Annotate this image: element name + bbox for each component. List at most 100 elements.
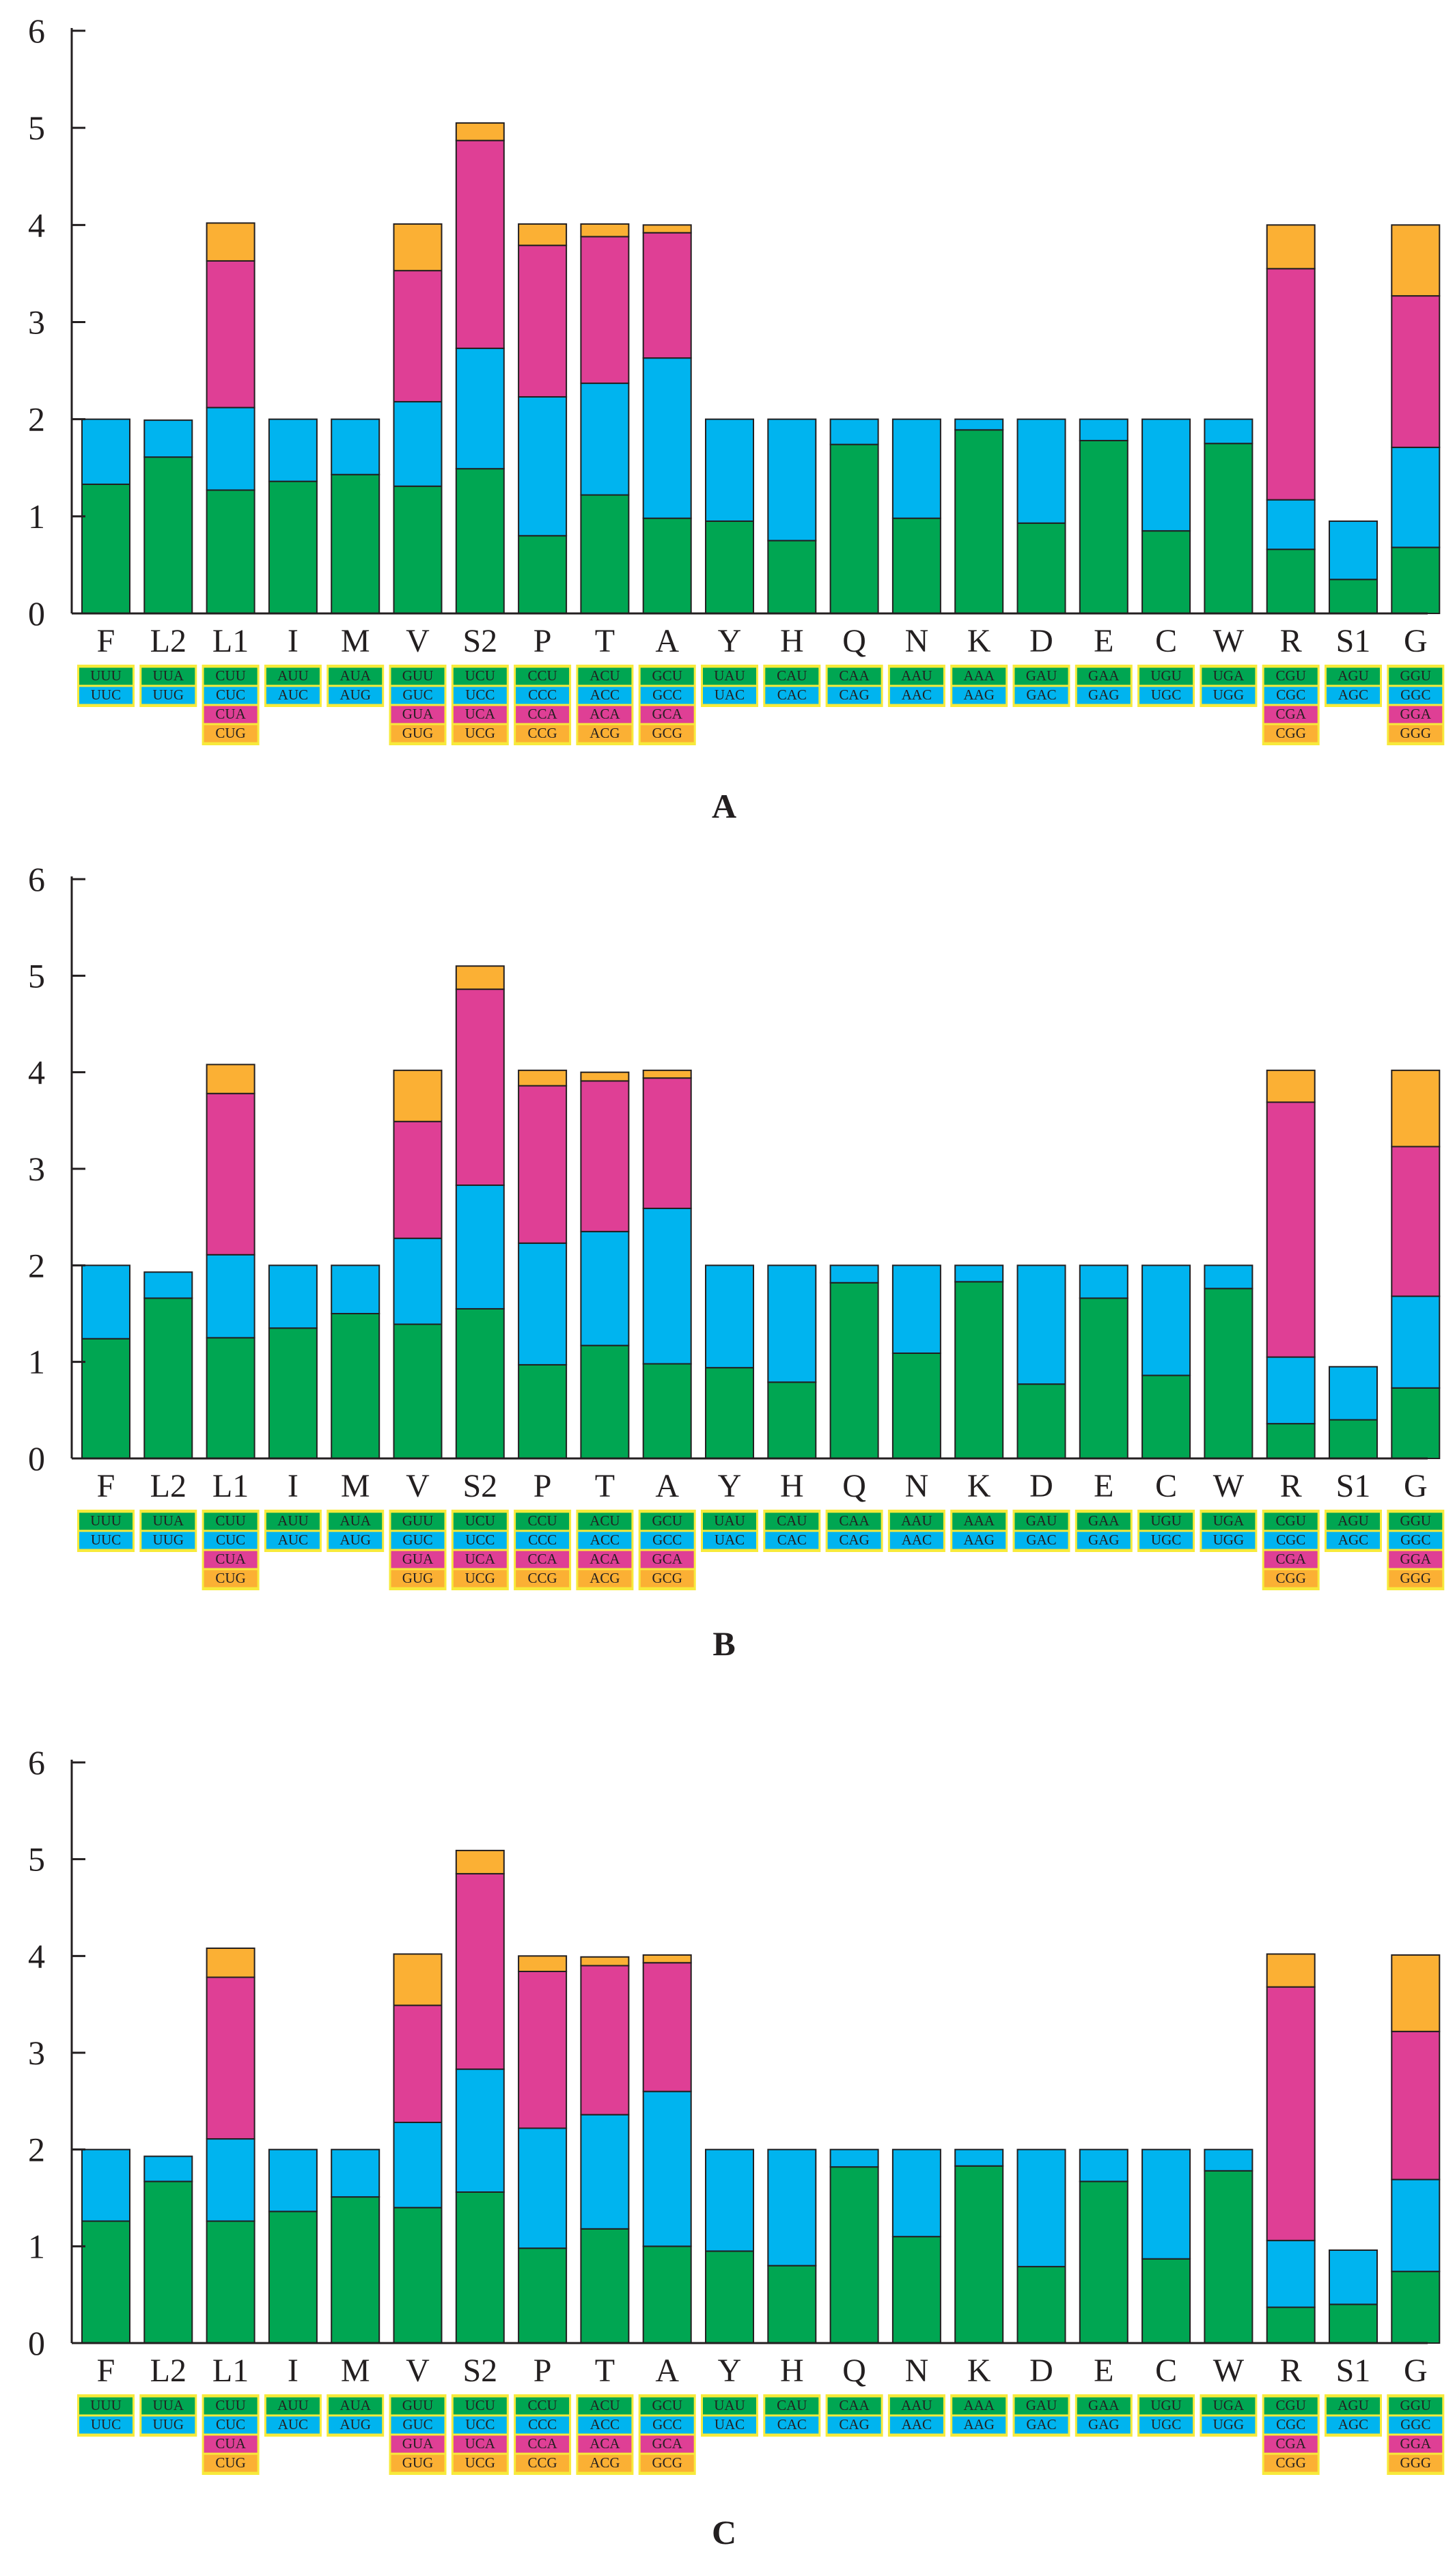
codon-cell <box>578 725 632 743</box>
codon-label: GGA <box>1400 2435 1432 2452</box>
bar-segment-r-2 <box>1266 1356 1316 1425</box>
bar-segment-n-2 <box>891 1264 941 1354</box>
bar-segment-h-2 <box>767 1264 817 1383</box>
codon-label: AUU <box>277 667 309 684</box>
codon-cell <box>578 1512 632 1530</box>
codon-label: GCA <box>652 2435 683 2452</box>
codon-label: CGA <box>1276 706 1307 722</box>
bar-segment-a-1 <box>642 1363 692 1459</box>
codon-label: AUG <box>340 2416 371 2433</box>
codon-label: ACA <box>590 1551 620 1567</box>
codon-group-k: AAA AAG <box>950 1510 1008 1552</box>
codon-cell <box>453 1551 507 1568</box>
codon-cell <box>1389 706 1443 723</box>
codon-label: GUG <box>402 2454 434 2471</box>
codon-cell <box>453 2397 507 2415</box>
codon-label: CCG <box>528 1570 557 1586</box>
codon-label: AAC <box>902 2416 932 2433</box>
codon-cell <box>952 1532 1006 1549</box>
bar-segment-v-4 <box>393 1069 443 1122</box>
bar-segment-r-3 <box>1266 268 1316 501</box>
codon-cell <box>516 2435 570 2453</box>
bar-segment-e-1 <box>1079 1297 1128 1460</box>
bar-segment-s1-1 <box>1329 2303 1378 2344</box>
bar-segment-k-1 <box>954 1281 1004 1459</box>
codon-cell <box>889 1532 943 1549</box>
category-label-v: V <box>406 623 430 659</box>
bar-segment-n-2 <box>891 2148 941 2238</box>
codon-label: UCC <box>465 2416 495 2433</box>
codon-cell <box>578 2454 632 2472</box>
codon-label: UCC <box>465 1532 495 1548</box>
codon-label: GAA <box>1088 667 1120 684</box>
codon-group-h: CAU CAC <box>763 1510 821 1552</box>
codon-group-e: GAA GAG <box>1075 1510 1133 1552</box>
codon-group-k: AAA AAG <box>950 665 1008 707</box>
codon-label: AGU <box>1338 667 1369 684</box>
codon-label: AGU <box>1338 2397 1369 2413</box>
bar-segment-w-1 <box>1204 2170 1253 2344</box>
codon-cell <box>266 2397 320 2415</box>
bar-segment-t-2 <box>580 1230 630 1346</box>
codon-group-a: GCU GCC GCA GCG <box>638 1510 696 1590</box>
codon-label: ACA <box>590 2435 620 2452</box>
bar-segment-g-4 <box>1391 224 1441 297</box>
codon-cell <box>141 2397 195 2415</box>
bar-segment-f-1 <box>81 2220 130 2344</box>
bar-segment-k-2 <box>954 2148 1004 2167</box>
codon-label: CAC <box>777 2416 807 2433</box>
codon-label: GUU <box>402 1512 434 1529</box>
codon-label: CCG <box>528 725 557 741</box>
codon-label: UCG <box>465 1570 495 1586</box>
codon-label: GUA <box>402 2435 434 2452</box>
codon-cell <box>640 2416 694 2434</box>
category-label-l2: L2 <box>150 1468 186 1504</box>
y-tick-label: 0 <box>28 1439 45 1478</box>
codon-cell <box>516 1570 570 1588</box>
y-tick-label: 3 <box>28 1150 45 1188</box>
codon-cell <box>516 1512 570 1530</box>
codon-label: UUC <box>91 687 121 703</box>
codon-label: UGG <box>1213 687 1245 703</box>
panel-label: A <box>712 787 736 825</box>
codon-cell <box>391 2397 445 2415</box>
codon-label: GGG <box>1400 1570 1432 1586</box>
codon-group-i: AUU AUC <box>264 2394 322 2437</box>
bar-segment-e-2 <box>1079 418 1128 441</box>
bar-segment-r-3 <box>1266 1986 1316 2241</box>
codon-cell <box>453 2435 507 2453</box>
codon-cell <box>889 687 943 704</box>
bar-segment-m-1 <box>331 473 380 614</box>
codon-group-w: UGA UGG <box>1200 1510 1258 1552</box>
category-label-y: Y <box>718 2353 742 2389</box>
codon-cell <box>204 2435 258 2453</box>
codon-cell <box>765 687 819 704</box>
bar-segment-n-2 <box>891 418 941 519</box>
codon-cell <box>453 1512 507 1530</box>
codon-cell <box>1139 2397 1193 2415</box>
y-tick-label: 4 <box>28 1937 45 1975</box>
bar-segment-e-2 <box>1079 2148 1128 2183</box>
codon-group-f: UUU UUC <box>77 665 135 707</box>
category-label-t: T <box>595 2353 615 2389</box>
codon-cell <box>266 667 320 685</box>
codon-label: ACG <box>590 1570 620 1586</box>
codon-cell <box>266 1512 320 1530</box>
bar-segment-h-1 <box>767 1381 817 1460</box>
codon-label: UAC <box>715 2416 745 2433</box>
codon-cell <box>329 2416 383 2434</box>
bar-segment-l2-2 <box>143 1271 193 1299</box>
bar-segment-a-4 <box>642 224 692 234</box>
codon-label: UCA <box>465 706 496 722</box>
bar-segment-h-2 <box>767 418 817 542</box>
y-tick-label: 6 <box>28 1743 45 1782</box>
codon-label: GGC <box>1400 687 1430 703</box>
codon-group-l1: CUU CUC CUA CUG <box>202 2394 260 2475</box>
codon-label: AUG <box>340 687 371 703</box>
bar-segment-c-2 <box>1141 2148 1191 2260</box>
category-label-i: I <box>288 1468 299 1504</box>
bar-segment-i-2 <box>268 2148 318 2213</box>
codon-cell <box>204 2454 258 2472</box>
codon-cell <box>329 1532 383 1549</box>
